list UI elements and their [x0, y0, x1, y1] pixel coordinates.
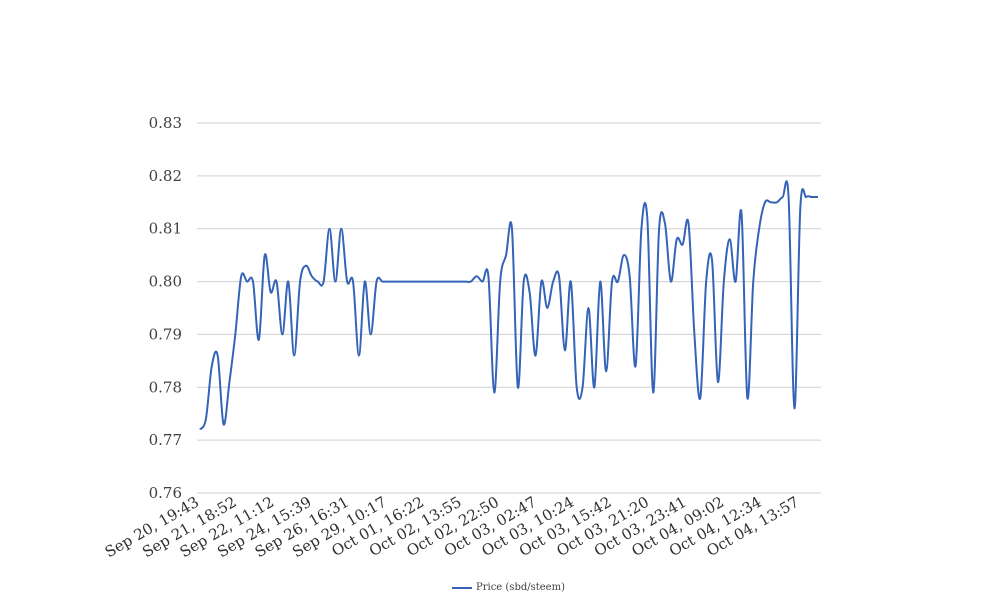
y-tick-label: 0.79	[149, 325, 182, 343]
y-tick-label: 0.78	[149, 378, 182, 396]
legend: Price (sbd/steem)	[452, 582, 565, 593]
y-tick-label: 0.80	[149, 273, 182, 291]
y-tick-label: 0.82	[149, 167, 182, 185]
y-tick-label: 0.77	[149, 431, 182, 449]
y-tick-label: 0.76	[149, 484, 182, 502]
series-line-price	[199, 180, 818, 431]
y-tick-label: 0.81	[149, 220, 182, 238]
y-axis-tick-labels: 0.76 0.77 0.78 0.79 0.80 0.81 0.82 0.83	[149, 114, 182, 502]
series-group	[199, 180, 818, 431]
legend-swatch	[452, 586, 472, 589]
legend-label: Price (sbd/steem)	[476, 582, 565, 593]
y-tick-label: 0.83	[149, 114, 182, 132]
